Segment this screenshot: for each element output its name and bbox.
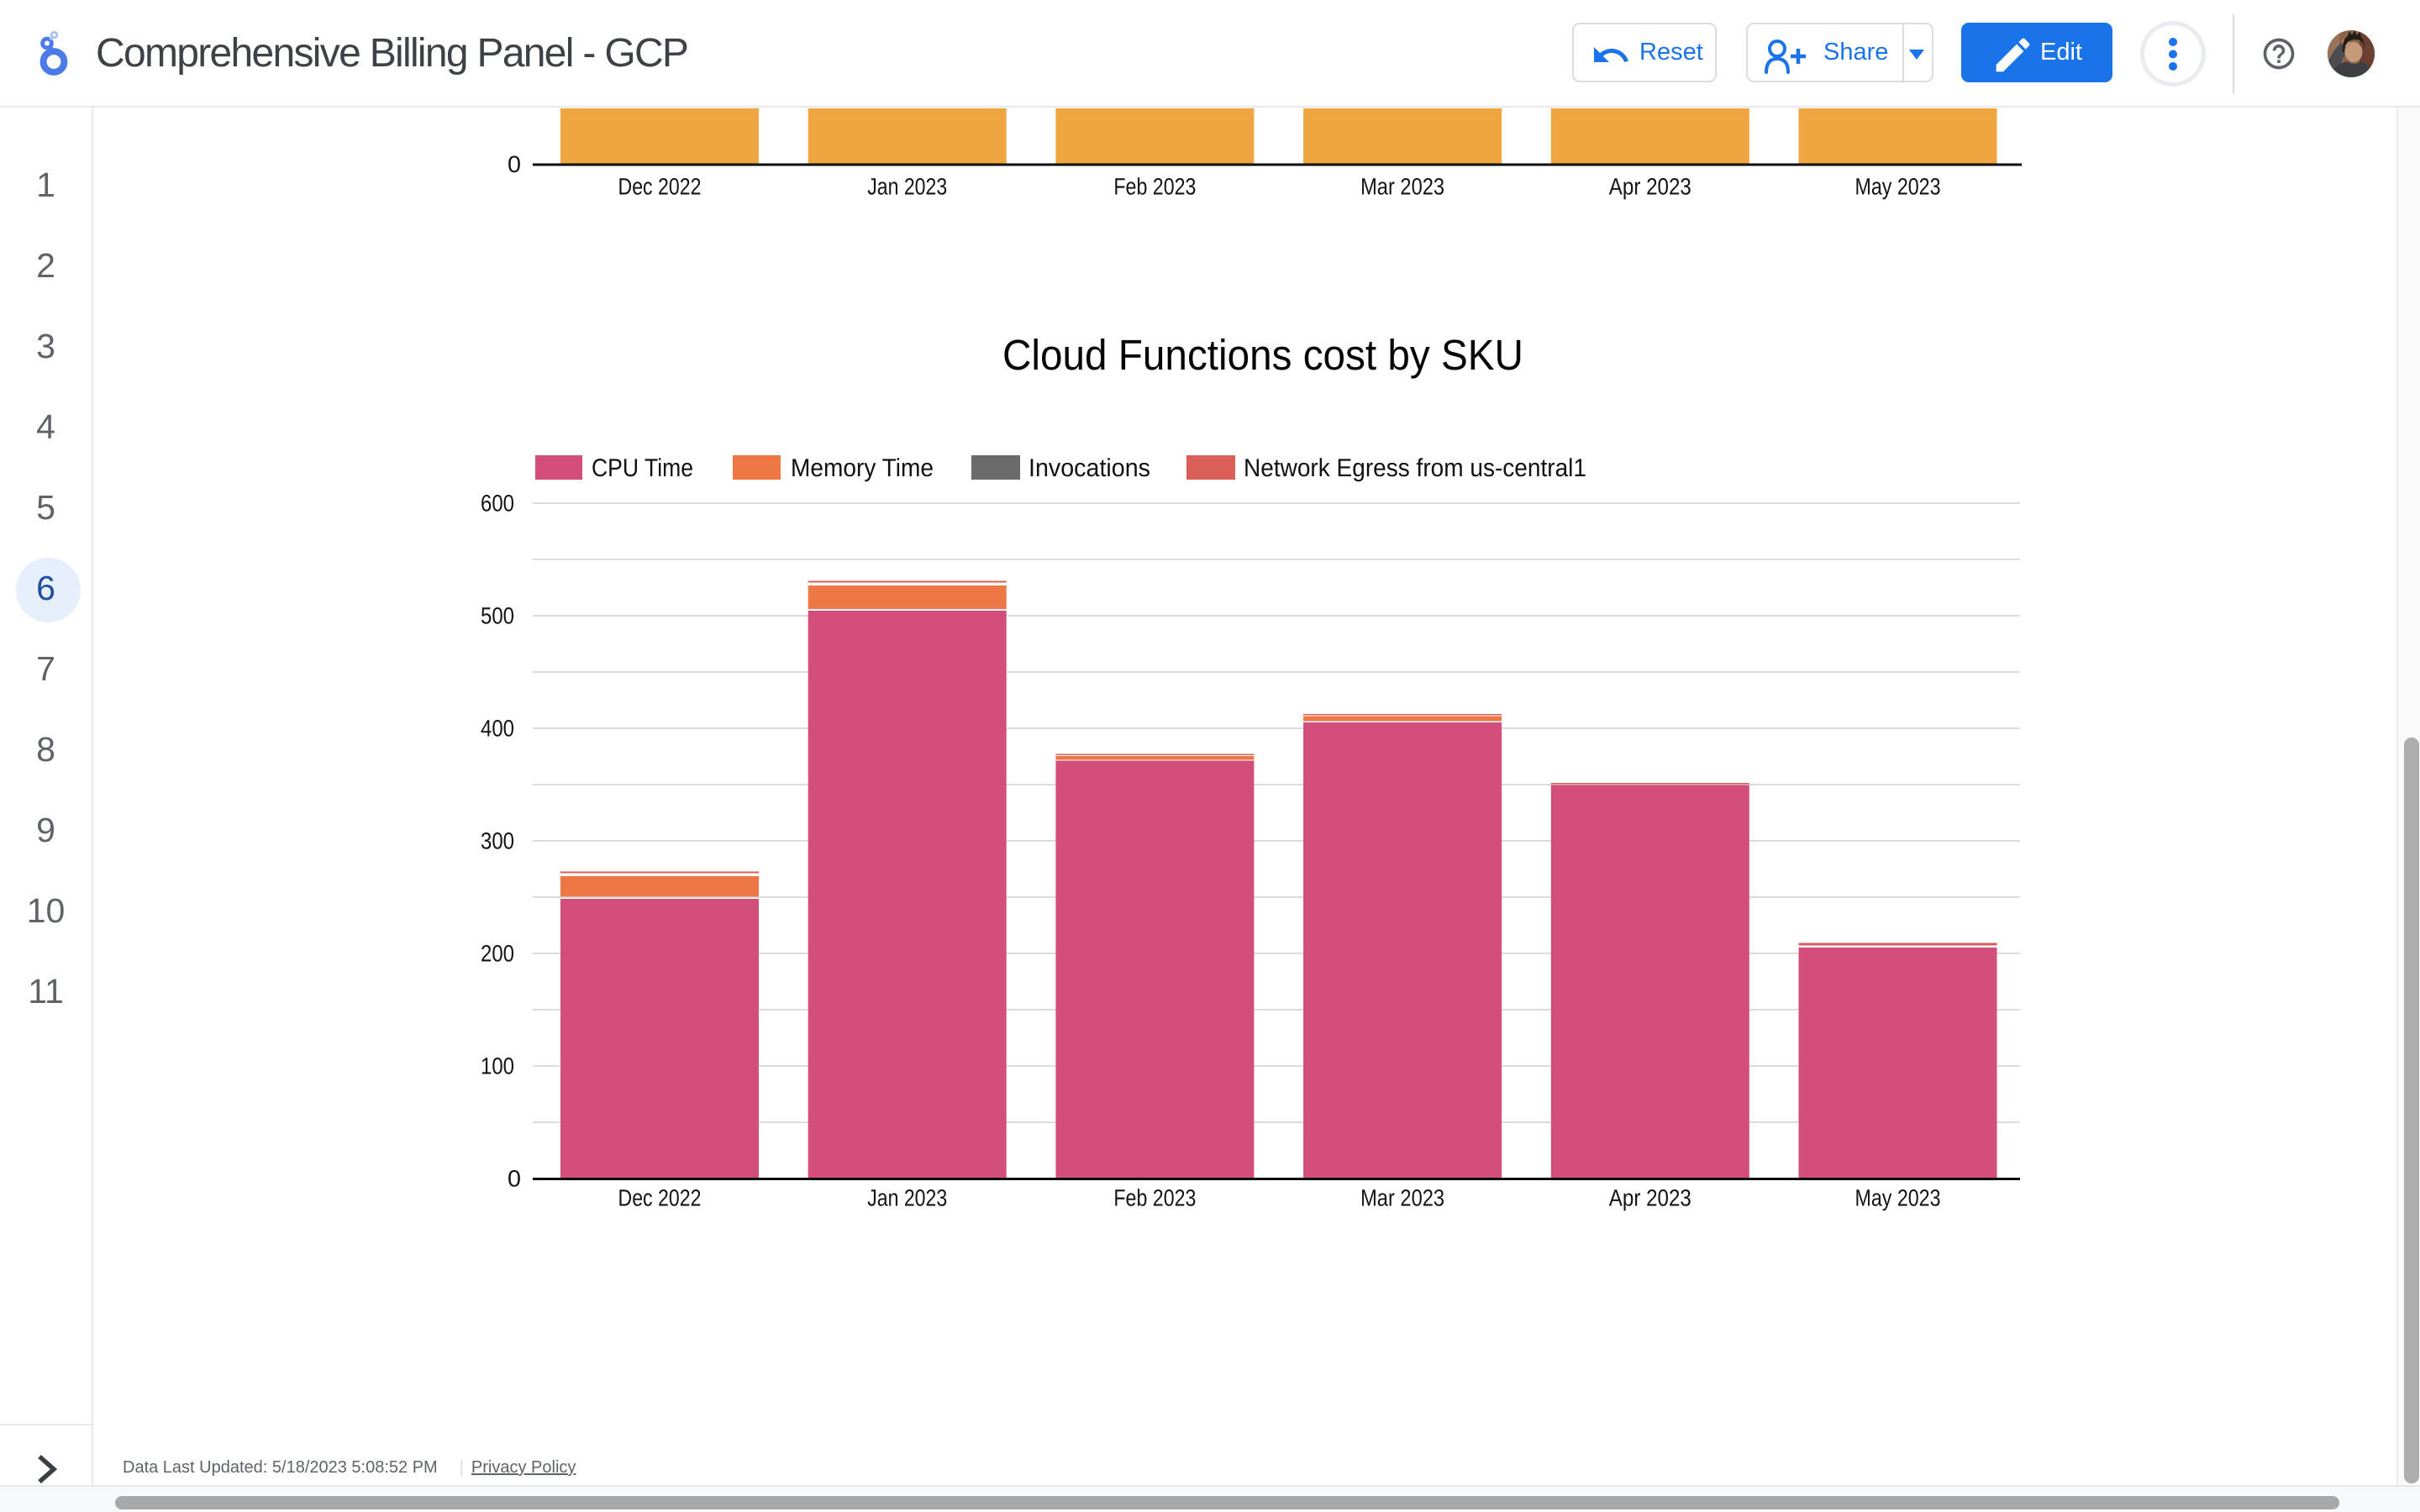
svg-text:Jan 2023: Jan 2023 [867,1185,947,1211]
svg-text:Invocations: Invocations [1028,454,1150,482]
svg-text:600: 600 [481,491,514,517]
svg-text:CPU Time: CPU Time [592,454,693,482]
svg-text:Memory Time: Memory Time [791,454,934,482]
svg-text:Dec 2022: Dec 2022 [618,174,702,200]
svg-text:May 2023: May 2023 [1855,174,1941,200]
svg-text:Feb 2023: Feb 2023 [1113,174,1196,200]
svg-text:Jan 2023: Jan 2023 [867,174,947,200]
svg-text:0: 0 [508,151,521,177]
svg-text:Cloud Functions cost by SKU: Cloud Functions cost by SKU [1002,331,1523,379]
svg-text:0: 0 [508,1166,521,1192]
svg-text:100: 100 [481,1053,514,1079]
svg-text:400: 400 [481,716,514,742]
svg-text:Apr 2023: Apr 2023 [1609,1185,1691,1211]
svg-text:Dec 2022: Dec 2022 [618,1185,702,1211]
svg-text:300: 300 [481,828,514,854]
svg-text:500: 500 [481,603,514,629]
svg-text:Apr 2023: Apr 2023 [1609,174,1691,200]
svg-text:Mar 2023: Mar 2023 [1360,1185,1444,1211]
svg-text:200: 200 [481,941,514,967]
svg-text:Feb 2023: Feb 2023 [1113,1185,1196,1211]
svg-text:May 2023: May 2023 [1855,1185,1941,1211]
svg-text:Network Egress from us-central: Network Egress from us-central1 [1244,454,1586,482]
svg-text:Mar 2023: Mar 2023 [1360,174,1444,200]
